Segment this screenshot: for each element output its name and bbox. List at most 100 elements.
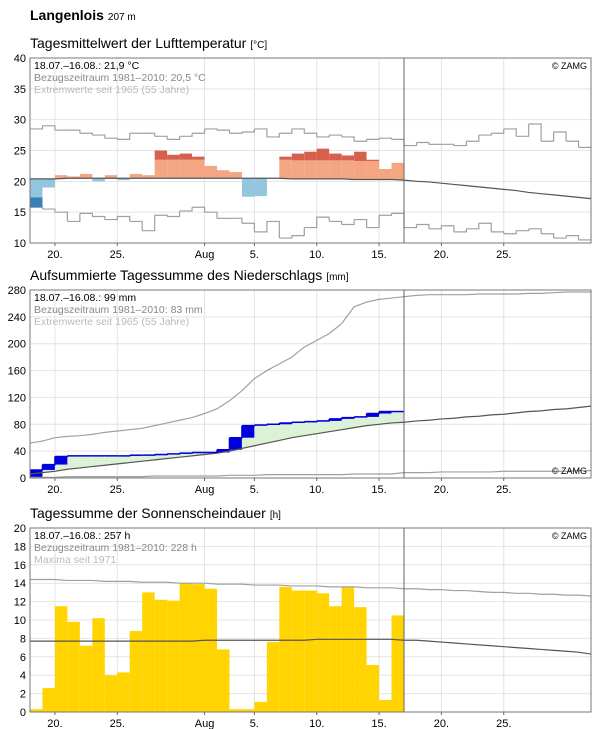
- surplus-area: [92, 455, 105, 467]
- surplus-area: [354, 417, 367, 428]
- min-step: [428, 225, 442, 230]
- x-tick-label: 25.: [110, 718, 125, 729]
- bar: [154, 599, 168, 712]
- y-tick-label: 12: [14, 597, 26, 609]
- surplus-area: [316, 421, 330, 434]
- temperature-bar: [354, 160, 367, 180]
- temperature-bar: [54, 175, 68, 179]
- surplus-area: [117, 455, 130, 464]
- min-step: [341, 219, 355, 226]
- y-tick-label: 35: [14, 84, 26, 96]
- temperature-bar: [354, 151, 367, 161]
- y-tick-label: 6: [20, 652, 26, 664]
- min-step: [92, 215, 106, 220]
- x-tick-label: 25.: [110, 249, 125, 261]
- temperature-bar: [341, 160, 355, 179]
- min-step: [453, 228, 467, 233]
- max-step: [566, 140, 580, 148]
- min-step: [241, 222, 255, 232]
- y-tick-label: 8: [20, 633, 26, 645]
- temperature-bar: [117, 178, 130, 181]
- statistic: 18.07.–16.08.: 99 mm: [34, 292, 136, 304]
- header: Langenlois 207 m: [30, 7, 136, 23]
- temperature-bar: [79, 173, 93, 179]
- surplus-area: [341, 418, 355, 430]
- y-tick-label: 10: [14, 238, 26, 250]
- temperature-bar: [366, 160, 380, 180]
- cumulative-line: [291, 421, 306, 424]
- max-step: [266, 133, 280, 138]
- temperature-bar: [254, 178, 267, 197]
- temperature-bar: [129, 173, 143, 179]
- y-tick-label: 200: [8, 339, 26, 351]
- cumulative-line: [154, 453, 168, 456]
- max-step: [229, 132, 243, 134]
- bar: [254, 701, 267, 712]
- surplus-area: [129, 455, 143, 463]
- min-step: [404, 224, 418, 229]
- max-step: [117, 133, 131, 140]
- bar: [192, 584, 205, 712]
- plot-frame: [29, 57, 592, 244]
- bar: [217, 649, 230, 712]
- plot-frame: [29, 289, 592, 479]
- y-tick-label: 16: [14, 560, 26, 572]
- temperature-bar: [366, 159, 380, 161]
- temperature-bar: [217, 170, 230, 179]
- max-step: [241, 128, 255, 133]
- normal-line: [29, 405, 592, 475]
- cumulative-line: [241, 424, 256, 427]
- min-step: [67, 213, 81, 223]
- min-step: [503, 230, 517, 235]
- surplus-area: [379, 413, 392, 425]
- plot-background: [30, 290, 591, 478]
- normal-line: [30, 177, 592, 200]
- max-step: [192, 128, 206, 134]
- bar: [354, 607, 367, 712]
- cumulative-line: [117, 455, 131, 457]
- bar: [366, 665, 380, 712]
- daily-precipitation: [42, 464, 55, 470]
- y-tick-label: 40: [14, 53, 26, 65]
- surplus-area: [366, 416, 380, 426]
- statistic: Extremwerte seit 1965 (55 Jahre): [34, 84, 189, 96]
- station-name: Langenlois: [30, 7, 104, 23]
- cumulative-line: [167, 453, 181, 455]
- max-step: [217, 129, 231, 134]
- max-line: [30, 578, 592, 597]
- min-step: [154, 214, 168, 217]
- min-step: [117, 215, 131, 222]
- x-tick-label: 20.: [47, 484, 62, 496]
- x-tick-label: 25.: [496, 484, 511, 496]
- max-step: [67, 129, 81, 134]
- plot-frame: [29, 527, 592, 713]
- y-tick-label: 10: [14, 615, 26, 627]
- y-tick-label: 240: [8, 312, 26, 324]
- x-tick-label: 15.: [371, 249, 386, 261]
- max-step: [179, 133, 193, 137]
- max-line: [29, 291, 591, 444]
- cumulative-line: [142, 454, 156, 456]
- bar: [30, 709, 43, 712]
- temperature-bar: [329, 160, 342, 179]
- y-tick-label: 18: [14, 541, 26, 553]
- max-step: [142, 132, 156, 137]
- temperature-bar: [291, 153, 305, 161]
- max-step: [92, 134, 106, 139]
- cumulative-line: [54, 455, 69, 458]
- min-step: [254, 221, 268, 233]
- surplus-area: [304, 422, 317, 436]
- max-step: [316, 135, 330, 138]
- temperature-bar: [30, 178, 43, 198]
- max-step: [42, 125, 56, 131]
- temperature-bar: [304, 160, 317, 179]
- min-step: [142, 215, 156, 232]
- min-step: [528, 228, 542, 234]
- x-tick-label: Aug: [195, 718, 215, 729]
- max-step: [341, 136, 355, 142]
- cumulative-line: [217, 437, 231, 451]
- cumulative-line: [229, 425, 243, 439]
- max-step: [453, 141, 467, 147]
